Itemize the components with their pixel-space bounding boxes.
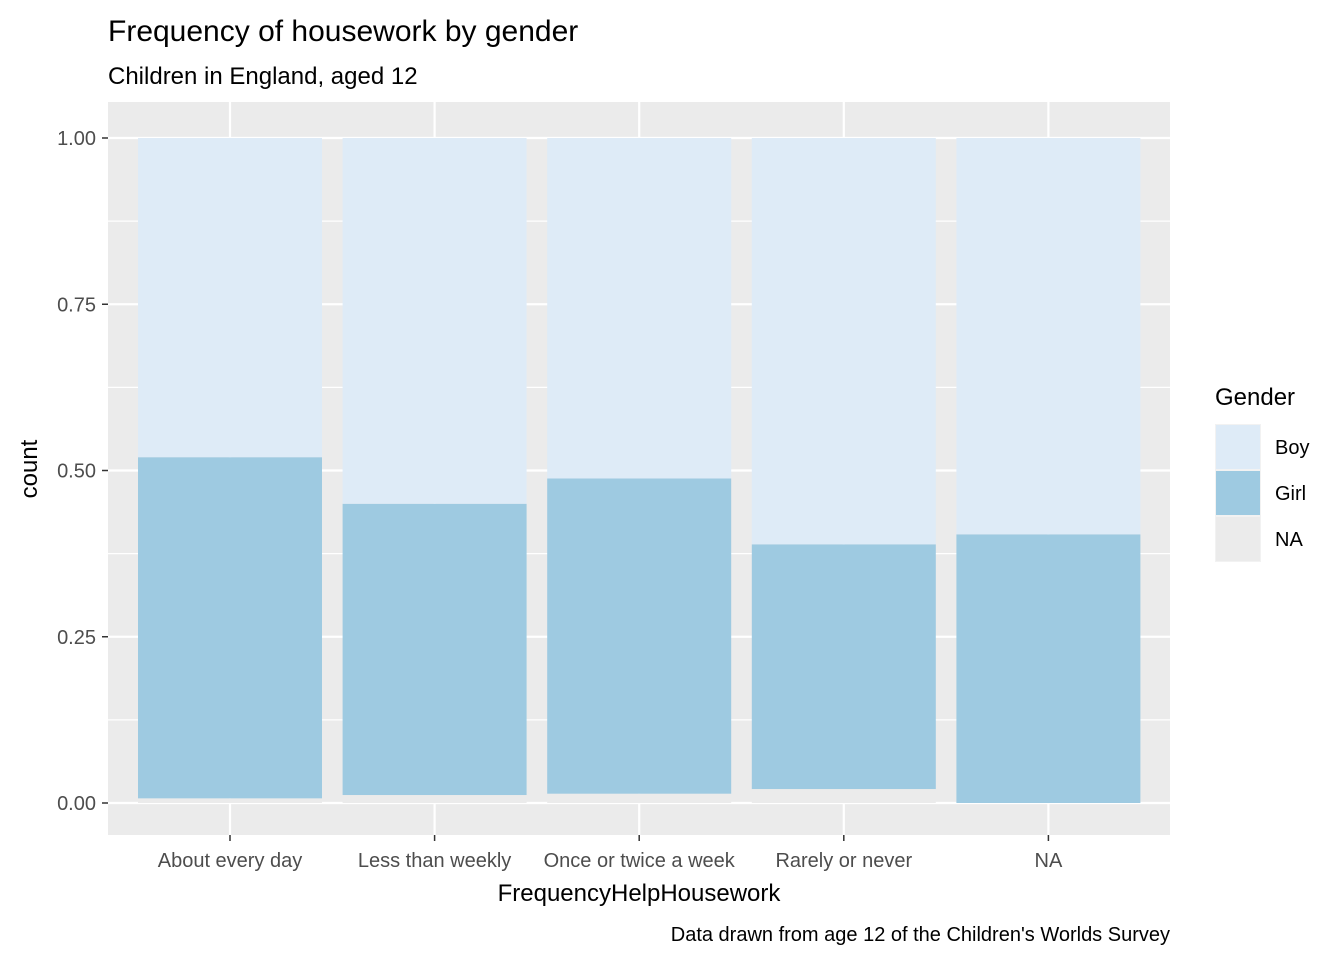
- legend-key: [1216, 425, 1260, 469]
- bar-segment: [547, 478, 732, 794]
- x-tick-label: Rarely or never: [775, 850, 912, 872]
- legend-key: [1216, 517, 1260, 561]
- bar-segment: [751, 789, 936, 803]
- bar-segment: [138, 798, 322, 803]
- legend: Gender Boy Girl NA: [1215, 384, 1309, 562]
- bar-segment: [342, 138, 527, 504]
- bar-segment: [547, 793, 732, 803]
- bar-segment: [138, 457, 322, 799]
- x-tick-label: Once or twice a week: [544, 850, 736, 872]
- bar-segment: [956, 138, 1141, 535]
- x-tick-label: About every day: [158, 850, 303, 872]
- y-tick-label: 0.75: [57, 294, 96, 316]
- legend-key: [1216, 471, 1260, 515]
- bar-segment: [547, 138, 732, 479]
- legend-label: Girl: [1275, 483, 1306, 505]
- legend-label: Boy: [1275, 437, 1309, 459]
- chart-caption: Data drawn from age 12 of the Children's…: [671, 924, 1170, 946]
- y-tick-label: 1.00: [57, 128, 96, 150]
- y-tick-label: 0.00: [57, 793, 96, 815]
- x-tick-label: Less than weekly: [358, 850, 511, 872]
- x-axis: About every day Less than weekly Once or t…: [158, 835, 1063, 872]
- bar-segment: [138, 138, 322, 458]
- bar-segment: [751, 138, 936, 545]
- y-axis: 0.00 0.25 0.50 0.75 1.00: [57, 128, 108, 815]
- legend-label: NA: [1275, 529, 1303, 551]
- y-tick-label: 0.25: [57, 627, 96, 649]
- bar-segment: [342, 503, 527, 796]
- chart-subtitle: Children in England, aged 12: [108, 63, 418, 90]
- bar-segment: [751, 544, 936, 790]
- y-axis-title: count: [16, 439, 43, 498]
- legend-title: Gender: [1215, 384, 1295, 411]
- y-tick-label: 0.50: [57, 461, 96, 483]
- chart-title: Frequency of housework by gender: [108, 15, 578, 48]
- bar-segment: [342, 795, 527, 803]
- bars: [138, 138, 1141, 803]
- x-axis-title: FrequencyHelpHousework: [498, 880, 782, 907]
- bar-segment: [956, 534, 1141, 803]
- x-tick-label: NA: [1035, 850, 1063, 872]
